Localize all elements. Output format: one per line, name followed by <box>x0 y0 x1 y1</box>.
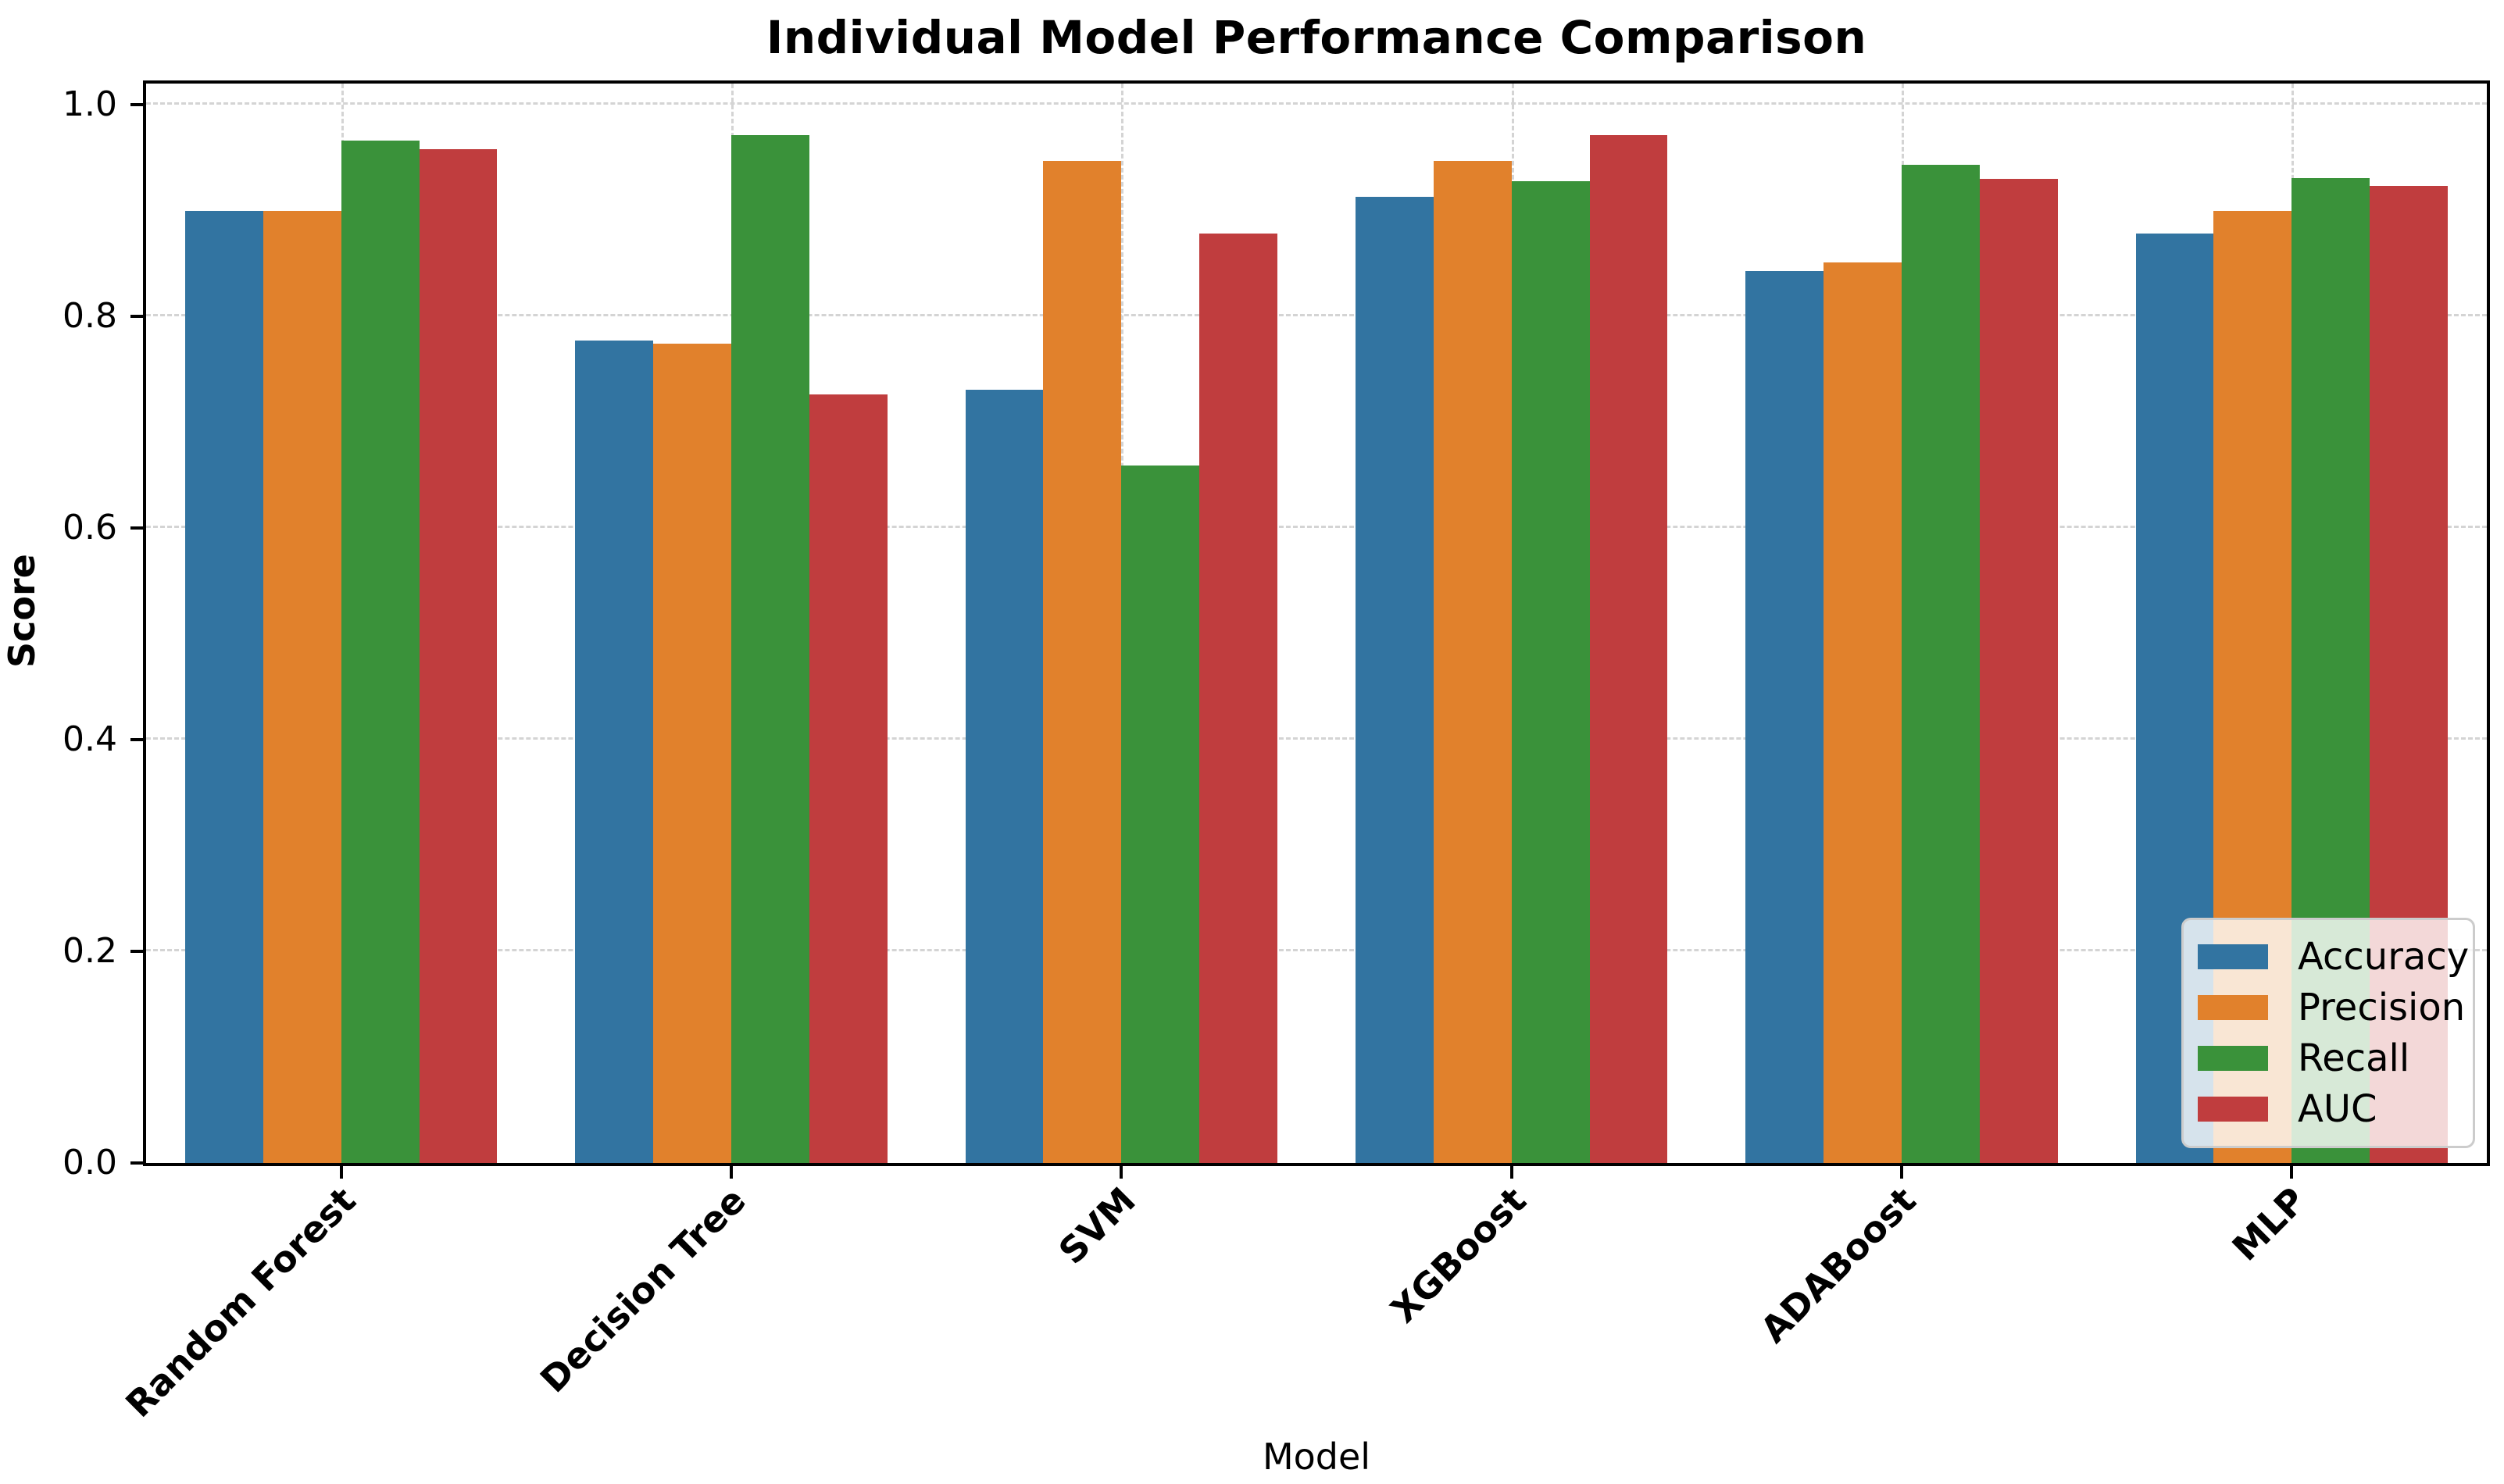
x-tick-mark <box>339 1166 343 1179</box>
chart-title: Individual Model Performance Comparison <box>766 11 1867 64</box>
legend-label: AUC <box>2298 1087 2377 1132</box>
bar-auc-xgboost <box>1589 135 1668 1163</box>
bar-auc-adaboost <box>1979 178 2058 1163</box>
bar-accuracy-adaboost <box>1745 270 1824 1163</box>
legend-entry-precision: Precision <box>2198 987 2465 1028</box>
bar-precision-random-forest <box>263 210 341 1163</box>
bar-precision-xgboost <box>1433 160 1512 1163</box>
legend-swatch-precision <box>2198 994 2268 1020</box>
y-axis-label: Score <box>1 554 43 668</box>
y-tick-mark <box>130 950 143 954</box>
bar-group-xgboost <box>1316 84 1706 1163</box>
legend: Accuracy Precision Recall AUC <box>2181 918 2475 1148</box>
bar-recall-random-forest <box>341 141 420 1163</box>
legend-label: Accuracy <box>2298 934 2470 979</box>
y-tick-mark <box>130 315 143 319</box>
x-axis-label: Model <box>1262 1436 1371 1478</box>
legend-swatch-recall <box>2198 1046 2268 1072</box>
y-tick-mark <box>130 526 143 530</box>
h-gridline <box>146 102 2487 105</box>
h-gridline <box>146 526 2487 529</box>
bar-recall-adaboost <box>1901 165 1980 1163</box>
legend-entry-auc: AUC <box>2198 1089 2459 1129</box>
bar-group-svm <box>927 84 1316 1163</box>
y-tick-mark <box>130 103 143 107</box>
bar-recall-xgboost <box>1511 180 1590 1163</box>
h-gridline <box>146 737 2487 740</box>
legend-swatch-auc <box>2198 1097 2268 1122</box>
bar-auc-random-forest <box>419 149 498 1163</box>
plot-area <box>143 80 2490 1166</box>
bar-recall-svm <box>1121 466 1200 1163</box>
legend-label: Precision <box>2298 985 2466 1029</box>
x-tick-mark <box>730 1166 733 1179</box>
x-tick-mark <box>2290 1166 2294 1179</box>
h-gridline <box>146 949 2487 952</box>
bar-auc-svm <box>1199 234 1278 1163</box>
legend-swatch-accuracy <box>2198 944 2268 969</box>
bar-precision-decision-tree <box>653 344 731 1163</box>
y-tick-label: 0.4 <box>63 719 117 760</box>
bar-group-random-forest <box>146 84 536 1163</box>
x-tick-mark <box>1900 1166 1903 1179</box>
bar-accuracy-svm <box>965 389 1044 1163</box>
y-tick-label: 0.6 <box>63 508 117 548</box>
bar-accuracy-random-forest <box>184 210 263 1163</box>
legend-entry-recall: Recall <box>2198 1038 2459 1079</box>
bar-accuracy-xgboost <box>1355 196 1434 1163</box>
bar-recall-decision-tree <box>730 135 809 1163</box>
y-tick-mark <box>130 1161 143 1165</box>
legend-label: Recall <box>2298 1036 2410 1081</box>
bar-accuracy-decision-tree <box>575 341 654 1163</box>
bar-precision-adaboost <box>1824 262 1902 1163</box>
x-tick-mark <box>1509 1166 1513 1179</box>
bar-group-decision-tree <box>536 84 926 1163</box>
y-tick-label: 0.8 <box>63 296 117 337</box>
bar-precision-svm <box>1043 160 1122 1163</box>
x-tick-mark <box>1120 1166 1123 1179</box>
bar-auc-decision-tree <box>809 394 888 1163</box>
h-gridline <box>146 314 2487 317</box>
legend-entry-accuracy: Accuracy <box>2198 936 2469 977</box>
y-tick-mark <box>130 738 143 742</box>
bar-group-adaboost <box>1706 84 2096 1163</box>
y-tick-label: 1.0 <box>63 84 117 125</box>
y-tick-label: 0.2 <box>63 931 117 972</box>
y-tick-label: 0.0 <box>63 1143 117 1183</box>
